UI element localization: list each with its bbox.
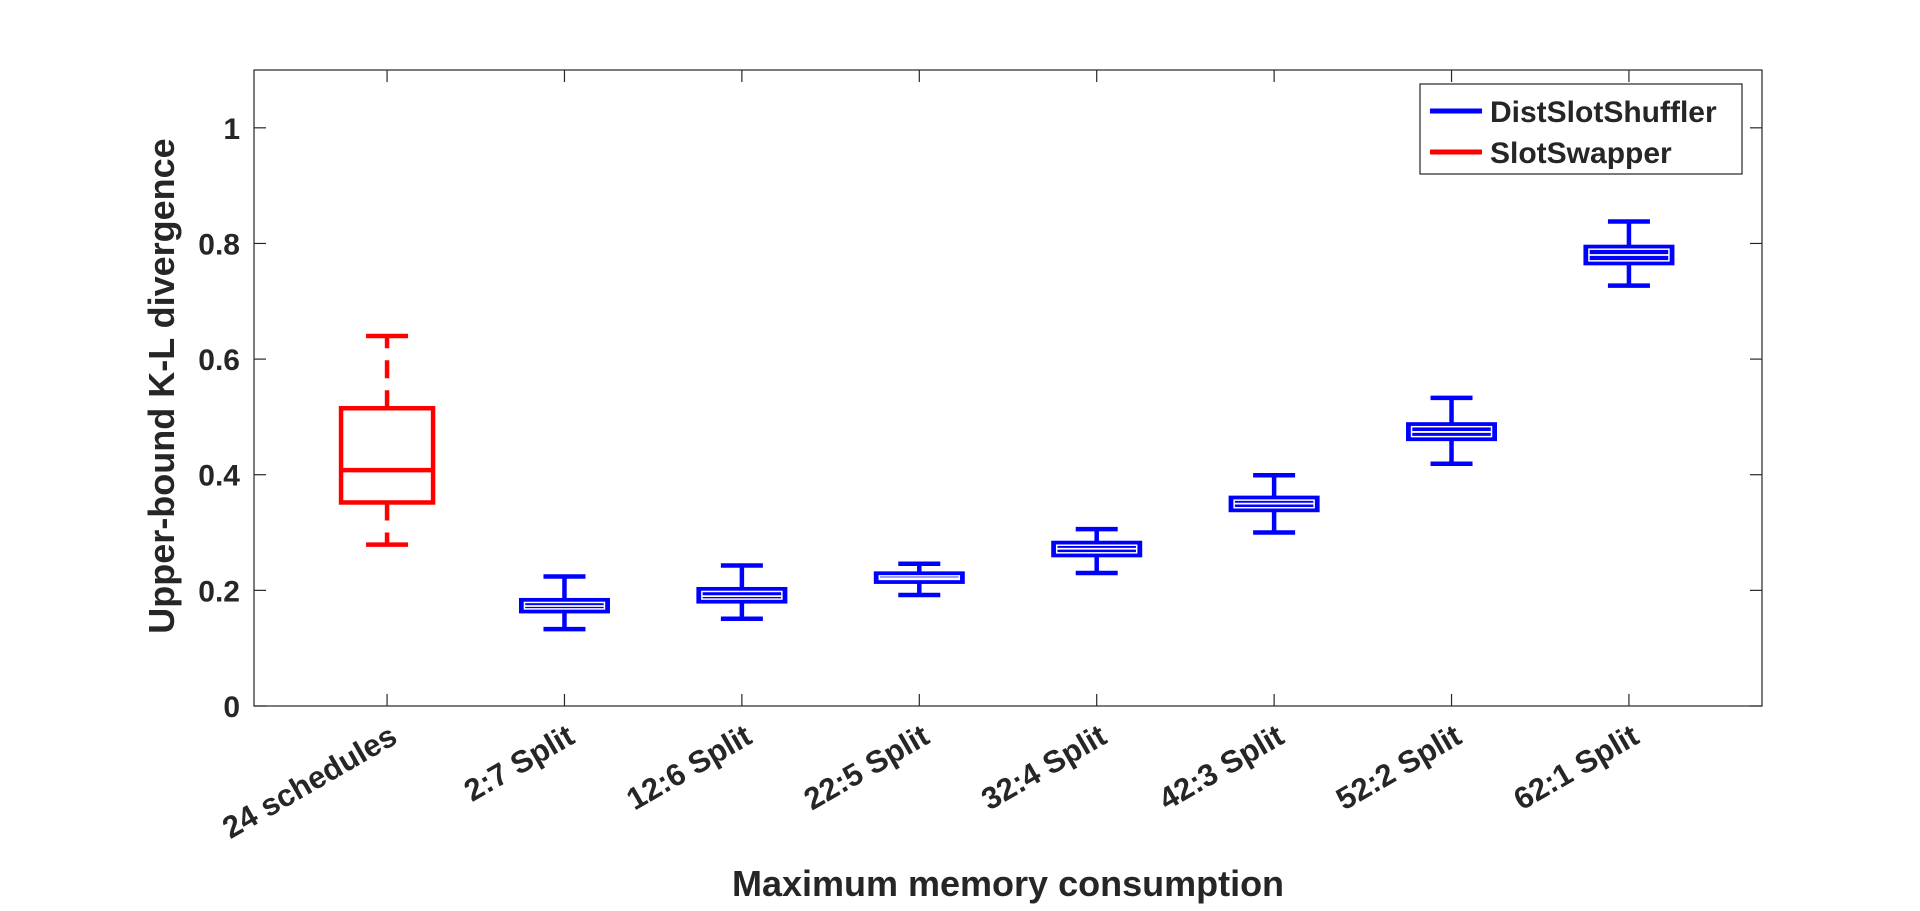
legend-label-slotswapper: SlotSwapper — [1490, 137, 1672, 170]
iqr-box — [338, 405, 436, 505]
x-tick-label: 24 schedules — [216, 718, 402, 846]
y-tick-label: 1 — [223, 113, 240, 146]
x-axis-label: Maximum memory consumption — [732, 863, 1284, 904]
box-22-5-split — [873, 561, 965, 598]
box-62-1-split — [1583, 219, 1675, 288]
box-24-schedules — [338, 333, 436, 547]
x-tick-label: 2:7 Split — [458, 718, 580, 809]
x-tick-label: 32:4 Split — [975, 718, 1112, 817]
x-tick-label: 22:5 Split — [798, 718, 935, 817]
y-axis: 0 0.2 0.4 0.6 0.8 1 — [198, 113, 1762, 724]
box-52-2-split — [1406, 395, 1498, 466]
x-tick-label: 52:2 Split — [1330, 718, 1467, 817]
x-tick-label: 12:6 Split — [621, 718, 758, 817]
y-tick-label: 0.8 — [198, 228, 240, 261]
box-2-7-split — [518, 574, 610, 632]
y-tick-label: 0 — [223, 691, 240, 724]
box-series — [338, 219, 1675, 632]
legend-box — [1419, 83, 1743, 175]
y-axis-label: Upper-bound K-L divergence — [141, 138, 182, 633]
x-tick-label: 62:1 Split — [1508, 718, 1645, 817]
box-12-6-split — [696, 563, 788, 621]
legend-label-distslotshuffler: DistSlotShuffler — [1490, 96, 1717, 129]
plot-area — [253, 69, 1763, 707]
y-tick-label: 0.2 — [198, 575, 240, 608]
legend: DistSlotShuffler SlotSwapper — [1419, 83, 1743, 175]
box-42-3-split — [1228, 473, 1320, 535]
x-tick-label: 42:3 Split — [1153, 718, 1290, 817]
y-tick-label: 0.4 — [198, 460, 240, 493]
box-32-4-split — [1051, 526, 1143, 576]
y-tick-label: 0.6 — [198, 344, 240, 377]
